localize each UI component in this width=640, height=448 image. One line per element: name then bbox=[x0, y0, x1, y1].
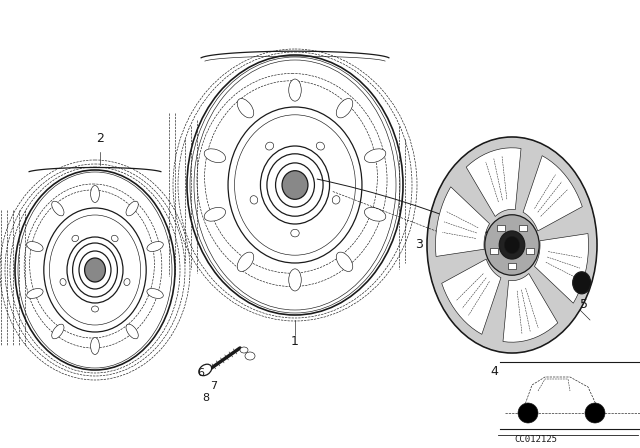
Ellipse shape bbox=[336, 252, 353, 271]
Text: 5: 5 bbox=[580, 298, 588, 311]
Ellipse shape bbox=[364, 207, 386, 221]
Ellipse shape bbox=[204, 207, 225, 221]
Ellipse shape bbox=[52, 324, 64, 339]
Text: 2: 2 bbox=[96, 132, 104, 145]
Ellipse shape bbox=[240, 347, 248, 353]
FancyBboxPatch shape bbox=[519, 225, 527, 232]
FancyBboxPatch shape bbox=[497, 225, 505, 232]
Ellipse shape bbox=[585, 403, 605, 423]
Ellipse shape bbox=[27, 241, 43, 251]
Polygon shape bbox=[435, 187, 490, 256]
Ellipse shape bbox=[84, 258, 106, 282]
FancyBboxPatch shape bbox=[526, 248, 534, 254]
FancyBboxPatch shape bbox=[490, 248, 498, 254]
Ellipse shape bbox=[289, 79, 301, 101]
Polygon shape bbox=[534, 233, 589, 303]
Ellipse shape bbox=[332, 196, 340, 204]
Ellipse shape bbox=[124, 279, 130, 285]
Text: 8: 8 bbox=[202, 393, 209, 403]
Ellipse shape bbox=[504, 237, 520, 254]
Ellipse shape bbox=[237, 252, 253, 271]
Ellipse shape bbox=[282, 171, 308, 199]
Ellipse shape bbox=[291, 229, 300, 237]
Ellipse shape bbox=[72, 235, 79, 241]
Text: 7: 7 bbox=[210, 381, 218, 391]
Ellipse shape bbox=[27, 289, 43, 298]
Ellipse shape bbox=[573, 272, 591, 294]
FancyBboxPatch shape bbox=[508, 263, 516, 268]
Ellipse shape bbox=[91, 185, 99, 202]
Ellipse shape bbox=[199, 364, 212, 376]
Text: 1: 1 bbox=[291, 335, 299, 348]
Ellipse shape bbox=[147, 241, 163, 251]
Ellipse shape bbox=[92, 306, 99, 312]
Ellipse shape bbox=[52, 201, 64, 216]
Ellipse shape bbox=[316, 142, 324, 150]
Ellipse shape bbox=[126, 324, 138, 339]
Ellipse shape bbox=[237, 99, 253, 118]
Ellipse shape bbox=[204, 149, 225, 163]
Ellipse shape bbox=[266, 142, 274, 150]
Ellipse shape bbox=[126, 201, 138, 216]
Ellipse shape bbox=[364, 149, 386, 163]
Ellipse shape bbox=[499, 231, 525, 259]
Ellipse shape bbox=[518, 403, 538, 423]
Ellipse shape bbox=[428, 138, 596, 352]
Ellipse shape bbox=[289, 269, 301, 291]
Text: 4: 4 bbox=[490, 365, 498, 378]
Text: CC012125: CC012125 bbox=[514, 435, 557, 444]
Polygon shape bbox=[442, 259, 501, 334]
Ellipse shape bbox=[111, 235, 118, 241]
Text: 6: 6 bbox=[197, 368, 204, 378]
Ellipse shape bbox=[336, 99, 353, 118]
Ellipse shape bbox=[485, 215, 540, 275]
Polygon shape bbox=[503, 274, 558, 342]
Ellipse shape bbox=[147, 289, 163, 298]
Ellipse shape bbox=[60, 279, 66, 285]
Polygon shape bbox=[466, 148, 521, 216]
Ellipse shape bbox=[245, 352, 255, 360]
Ellipse shape bbox=[250, 196, 258, 204]
Text: 3: 3 bbox=[415, 238, 423, 251]
Polygon shape bbox=[523, 155, 582, 231]
Ellipse shape bbox=[91, 337, 99, 354]
